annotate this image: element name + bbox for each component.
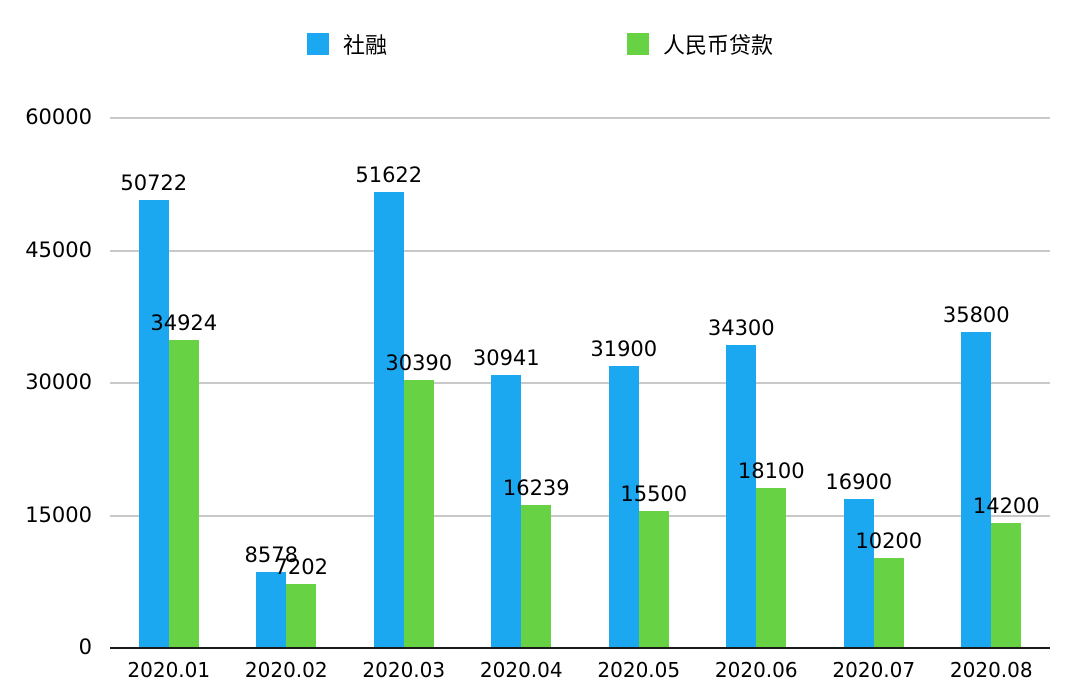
- bar-value-label: 30390: [385, 350, 453, 375]
- bar-rmb-loan: 7202: [275, 555, 328, 648]
- y-tick-label: 60000: [25, 105, 92, 129]
- legend-swatch-icon: [306, 33, 329, 55]
- bar-group: 35800 14200: [933, 303, 1051, 648]
- bar-group: 31900 15500: [580, 337, 698, 648]
- bar-shehui-rongzi: 51622: [355, 163, 422, 648]
- legend-item-0: 社融: [306, 28, 387, 60]
- y-tick-label: 30000: [25, 370, 92, 394]
- legend: 社融 人民币贷款: [0, 28, 1080, 60]
- bar-value-label: 18100: [737, 459, 805, 484]
- y-tick-label: 0: [78, 635, 92, 659]
- x-axis-label: 2020.08: [949, 658, 1033, 682]
- bar-shehui-rongzi: 8578: [245, 543, 298, 648]
- gridline: [110, 249, 1050, 252]
- legend-swatch-icon: [627, 33, 649, 55]
- bar-shehui-rongzi: 30941: [473, 346, 540, 648]
- bar-group: 16900 10200: [815, 470, 933, 648]
- bar-value-label: 50722: [120, 170, 188, 195]
- x-axis-label: 2020.05: [597, 658, 681, 682]
- bar-group: 50722 34924: [110, 171, 228, 648]
- bar-value-label: 7202: [274, 555, 328, 580]
- x-axis-label: 2020.02: [244, 658, 328, 682]
- gridline: [110, 117, 1050, 119]
- x-axis-label: 2020.01: [127, 658, 211, 682]
- bar-shehui-rongzi: 16900: [825, 470, 892, 648]
- bar-group: 34300 18100: [698, 316, 816, 648]
- bar-value-label: 35800: [942, 302, 1010, 327]
- bar-rmb-loan: 10200: [855, 529, 922, 648]
- x-axis-label: 2020.03: [362, 658, 446, 682]
- bar-shehui-rongzi: 50722: [120, 171, 187, 648]
- gridline: [110, 382, 1050, 384]
- bar-value-label: 51622: [355, 163, 423, 188]
- bar-group: 8578 7202: [228, 543, 346, 648]
- plot-area: 50722 34924 8578 7202 51622 30390 30941 16239 31…: [110, 117, 1051, 649]
- x-axis-label: 2020.04: [479, 658, 563, 682]
- bar-value-label: 14200: [972, 493, 1040, 518]
- bar-value-label: 34300: [707, 316, 775, 341]
- bar-rmb-loan: 18100: [738, 459, 805, 648]
- bar-group: 51622 30390: [345, 163, 463, 648]
- bar-rmb-loan: 15500: [620, 482, 687, 648]
- x-axis-label: 2020.06: [714, 658, 798, 682]
- legend-label: 人民币贷款: [663, 34, 774, 59]
- x-axis-line: [110, 647, 1050, 649]
- bar-shehui-rongzi: 31900: [590, 337, 657, 648]
- x-axis-label: 2020.07: [832, 658, 916, 682]
- bar-rmb-loan: 34924: [150, 311, 217, 648]
- bar-shehui-rongzi: 34300: [708, 316, 775, 648]
- bar-value-label: 15500: [620, 482, 688, 507]
- y-tick-label: 15000: [25, 502, 92, 527]
- gridline: [110, 514, 1050, 517]
- bar-value-label: 16239: [502, 475, 570, 500]
- bar-rmb-loan: 16239: [503, 476, 570, 648]
- bar-value-label: 31900: [590, 337, 658, 362]
- legend-item-1: 人民币贷款: [627, 28, 773, 60]
- y-tick-label: 45000: [25, 237, 92, 262]
- bar-shehui-rongzi: 35800: [943, 303, 1010, 648]
- bar-value-label: 30941: [472, 345, 540, 370]
- bar-value-label: 10200: [855, 528, 923, 553]
- legend-label: 社融: [342, 34, 387, 59]
- bar-value-label: 8578: [244, 543, 298, 568]
- bar-group: 30941 16239: [463, 346, 581, 648]
- bar-value-label: 16900: [825, 469, 893, 494]
- bar-rmb-loan: 30390: [385, 351, 452, 648]
- bar-value-label: 34924: [150, 310, 218, 335]
- bar-rmb-loan: 14200: [973, 494, 1040, 648]
